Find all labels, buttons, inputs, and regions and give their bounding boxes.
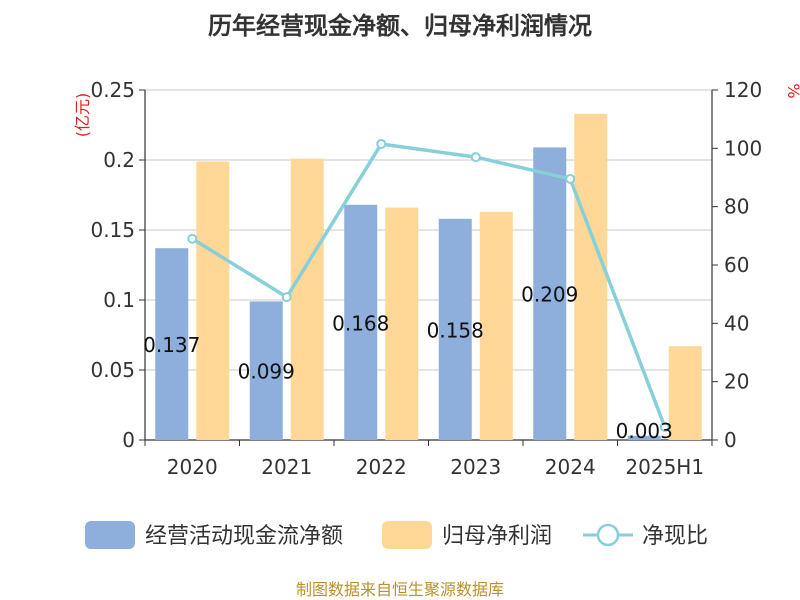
data-label: 0.158: [427, 318, 484, 342]
bar-cashflow: [438, 218, 472, 440]
line-point: [281, 292, 292, 303]
x-tick-label: 2023: [450, 455, 501, 479]
data-label: 0.003: [616, 419, 673, 443]
y-right-tick-label: 40: [724, 311, 749, 335]
bar-net-profit: [668, 346, 702, 440]
bar-cashflow: [533, 147, 567, 440]
legend-swatch-net-profit: [382, 521, 432, 549]
bar-net-profit: [574, 113, 608, 441]
y-left-tick-label: 0.2: [103, 148, 135, 172]
line-point: [470, 152, 481, 163]
line-point: [187, 233, 198, 244]
y-right-unit: %: [784, 83, 800, 98]
line-cash-ratio: [191, 142, 667, 428]
data-label: 0.209: [521, 283, 578, 307]
line-point: [659, 421, 670, 432]
x-tick-label: 2024: [545, 455, 596, 479]
x-tick-label: 2020: [167, 455, 218, 479]
legend-label-net-profit: 归母净利润: [442, 524, 552, 549]
y-right-tick-label: 20: [724, 370, 749, 394]
bar-cashflow: [249, 301, 283, 440]
bar-net-profit: [479, 211, 513, 440]
legend-swatch-ratio-marker: [596, 523, 620, 547]
y-left-unit: (亿元): [73, 93, 92, 138]
y-right-tick-label: 80: [724, 195, 749, 219]
line-point: [565, 173, 576, 184]
y-right-tick-label: 120: [724, 78, 762, 102]
bar-net-profit: [196, 161, 230, 440]
y-left-tick-label: 0: [122, 428, 135, 452]
bar-cashflow: [155, 248, 189, 440]
y-right-tick-label: 100: [724, 136, 762, 160]
legend-label-ratio: 净现比: [642, 524, 708, 549]
y-left-tick-label: 0.1: [103, 288, 135, 312]
x-tick-label: 2025H1: [625, 455, 704, 479]
bar-cashflow: [627, 435, 661, 440]
y-left-tick-label: 0.05: [90, 358, 135, 382]
data-label: 0.099: [238, 360, 295, 384]
x-tick-label: 2022: [356, 455, 407, 479]
legend-swatch-cashflow: [85, 521, 135, 549]
y-right-tick-label: 0: [724, 428, 737, 452]
data-label: 0.168: [332, 311, 389, 335]
chart-title: 历年经营现金净额、归母净利润情况: [208, 12, 592, 40]
line-point: [376, 138, 387, 149]
x-tick-label: 2021: [261, 455, 312, 479]
y-left-tick-label: 0.25: [90, 78, 135, 102]
bar-cashflow: [344, 204, 378, 440]
y-left-tick-label: 0.15: [90, 218, 135, 242]
data-label: 0.137: [143, 333, 200, 357]
legend-label-cashflow: 经营活动现金流净额: [145, 524, 343, 549]
bar-net-profit: [290, 158, 324, 440]
bar-net-profit: [385, 207, 419, 440]
source-note: 制图数据来自恒生聚源数据库: [296, 580, 504, 599]
y-right-tick-label: 60: [724, 253, 749, 277]
